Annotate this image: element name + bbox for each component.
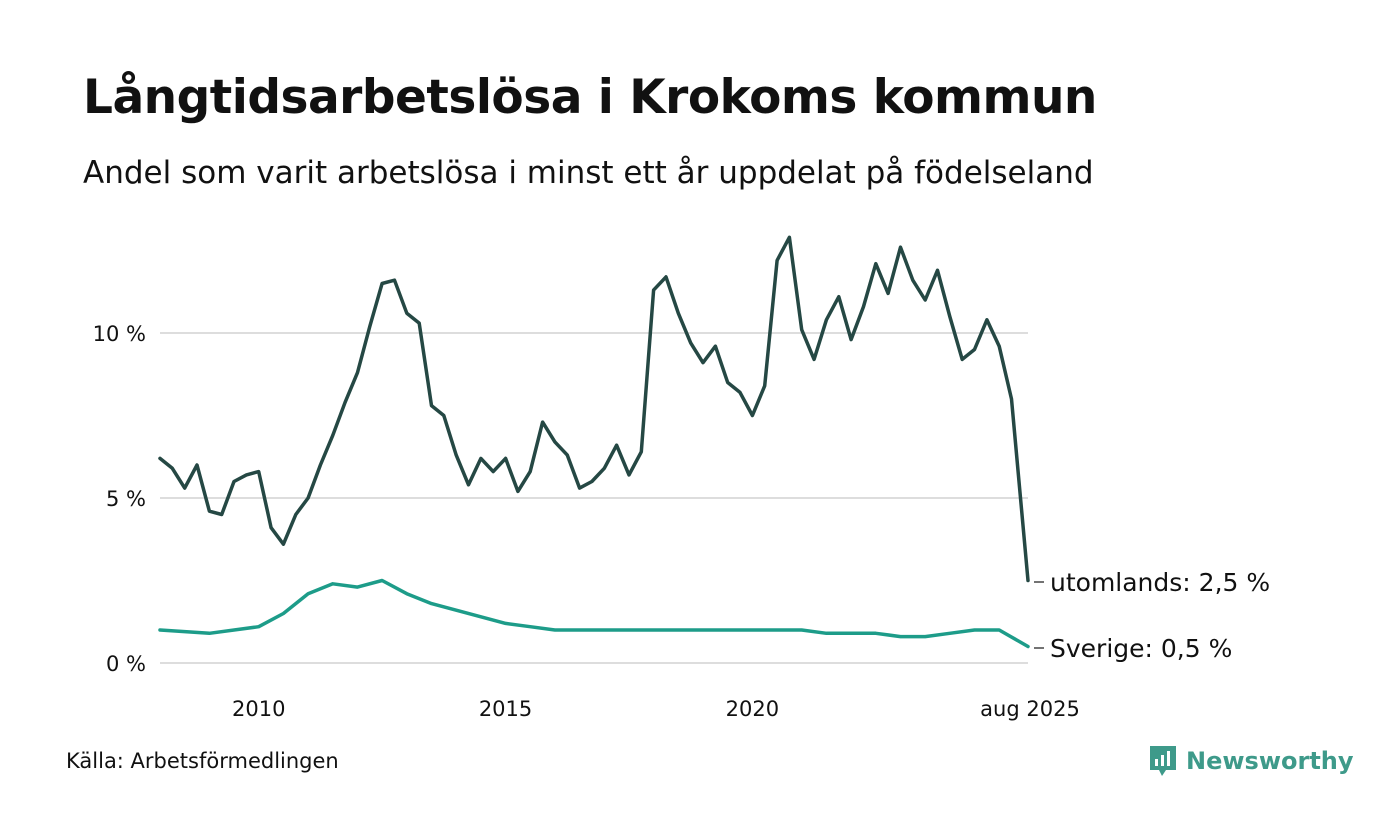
- series-end-labels: utomlands: 2,5 % Sverige: 0,5 %: [1034, 568, 1270, 663]
- brand-logo[interactable]: Newsworthy: [1148, 744, 1354, 778]
- gridlines: [160, 332, 1028, 664]
- series-line-sverige: [158, 578, 1030, 649]
- x-tick-label: 2020: [726, 697, 779, 721]
- x-tick-label: 2010: [232, 697, 285, 721]
- y-tick-label: 5 %: [106, 487, 146, 511]
- newsworthy-logo-icon: [1150, 746, 1176, 776]
- series-line-utomlands: [158, 235, 1030, 583]
- series-end-label: Sverige: 0,5 %: [1050, 634, 1232, 663]
- brand-name: Newsworthy: [1186, 747, 1354, 775]
- x-tick-label: 2015: [479, 697, 532, 721]
- x-tick-label: aug 2025: [980, 697, 1080, 721]
- chart-title: Långtidsarbetslösa i Krokoms kommun: [83, 70, 1097, 125]
- y-axis-ticks: 0 % 5 % 10 %: [93, 322, 146, 676]
- series-lines: [158, 235, 1030, 649]
- chart-subtitle: Andel som varit arbetslösa i minst ett å…: [83, 155, 1094, 191]
- source-note: Källa: Arbetsförmedlingen: [66, 749, 339, 773]
- x-axis-ticks: 2010 2015 2020 aug 2025: [232, 697, 1080, 721]
- y-tick-label: 10 %: [93, 322, 146, 346]
- series-end-label: utomlands: 2,5 %: [1050, 568, 1270, 597]
- y-tick-label: 0 %: [106, 652, 146, 676]
